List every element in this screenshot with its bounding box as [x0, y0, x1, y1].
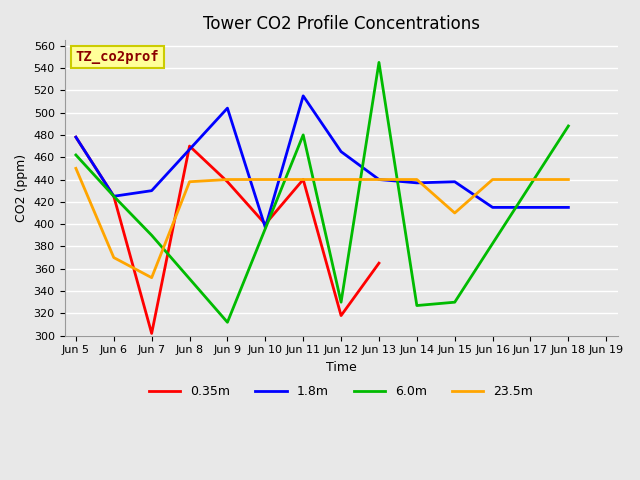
1.8m	[110, 193, 118, 199]
23.5m	[148, 275, 156, 280]
23.5m	[186, 179, 193, 185]
1.8m	[300, 93, 307, 99]
0.35m	[262, 221, 269, 227]
1.8m	[337, 149, 345, 155]
0.35m	[375, 260, 383, 266]
1.8m	[148, 188, 156, 193]
0.35m	[337, 312, 345, 318]
1.8m	[489, 204, 497, 210]
23.5m	[413, 177, 420, 182]
1.8m	[375, 177, 383, 182]
X-axis label: Time: Time	[326, 361, 356, 374]
23.5m	[489, 177, 497, 182]
1.8m	[72, 134, 80, 140]
Y-axis label: CO2 (ppm): CO2 (ppm)	[15, 154, 28, 222]
6.0m	[451, 300, 459, 305]
6.0m	[564, 123, 572, 129]
Line: 1.8m: 1.8m	[76, 96, 568, 228]
1.8m	[223, 105, 231, 111]
1.8m	[451, 179, 459, 185]
23.5m	[223, 177, 231, 182]
Line: 6.0m: 6.0m	[76, 62, 568, 322]
6.0m	[110, 193, 118, 199]
6.0m	[223, 319, 231, 325]
23.5m	[72, 166, 80, 171]
6.0m	[337, 300, 345, 305]
6.0m	[300, 132, 307, 138]
0.35m	[110, 193, 118, 199]
0.35m	[186, 143, 193, 149]
23.5m	[527, 177, 534, 182]
23.5m	[337, 177, 345, 182]
1.8m	[262, 225, 269, 230]
23.5m	[451, 210, 459, 216]
0.35m	[300, 177, 307, 182]
0.35m	[148, 331, 156, 336]
23.5m	[375, 177, 383, 182]
6.0m	[375, 60, 383, 65]
0.35m	[223, 179, 231, 185]
23.5m	[110, 255, 118, 261]
6.0m	[413, 303, 420, 309]
0.35m	[72, 134, 80, 140]
6.0m	[148, 232, 156, 238]
Title: Tower CO2 Profile Concentrations: Tower CO2 Profile Concentrations	[203, 15, 479, 33]
23.5m	[564, 177, 572, 182]
Line: 23.5m: 23.5m	[76, 168, 568, 277]
1.8m	[564, 204, 572, 210]
Line: 0.35m: 0.35m	[76, 137, 379, 334]
1.8m	[413, 180, 420, 186]
23.5m	[300, 177, 307, 182]
23.5m	[262, 177, 269, 182]
6.0m	[72, 152, 80, 158]
Legend: 0.35m, 1.8m, 6.0m, 23.5m: 0.35m, 1.8m, 6.0m, 23.5m	[144, 380, 538, 403]
1.8m	[527, 204, 534, 210]
Text: TZ_co2prof: TZ_co2prof	[76, 50, 159, 64]
